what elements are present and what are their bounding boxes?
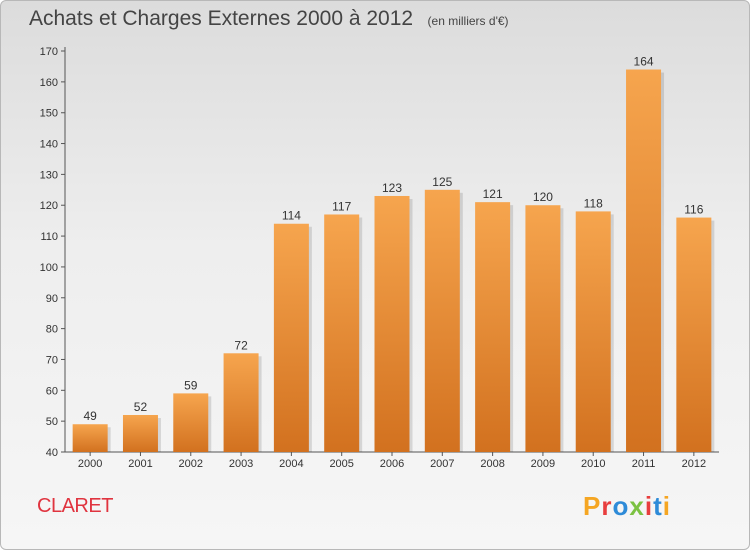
x-tick-label: 2003 <box>229 458 253 470</box>
y-tick-label: 80 <box>46 324 58 336</box>
brand-logo: Proxiti <box>583 491 671 522</box>
y-tick-label: 40 <box>46 447 58 459</box>
y-tick-label: 50 <box>46 416 58 428</box>
x-tick-label: 2008 <box>480 458 504 470</box>
x-tick-label: 2000 <box>78 458 102 470</box>
value-label: 123 <box>382 181 402 195</box>
value-label: 52 <box>134 400 148 414</box>
value-label: 59 <box>184 378 198 392</box>
bar-2007 <box>424 189 460 453</box>
bar-2012 <box>676 217 712 452</box>
value-label: 121 <box>483 187 503 201</box>
y-tick-label: 100 <box>40 262 58 274</box>
value-labels: 49 52 59 72 114 117 123 125 121 120 118 164 116 <box>83 55 703 424</box>
value-label: 49 <box>83 409 97 423</box>
title-row: Achats et Charges Externes 2000 à 2012 (… <box>29 7 509 31</box>
y-tick-label: 130 <box>40 169 58 181</box>
y-tick-label: 110 <box>40 231 58 243</box>
bar-2001 <box>122 414 158 452</box>
bar-2004 <box>273 223 309 452</box>
y-tick-label: 60 <box>46 385 58 397</box>
bar-2008 <box>475 202 511 452</box>
bar-2011 <box>626 69 662 452</box>
brand-letter: r <box>601 491 613 521</box>
y-tick-label: 150 <box>40 108 58 120</box>
y-tick-label: 70 <box>46 354 58 366</box>
bar-2009 <box>525 205 561 452</box>
y-tick-label: 160 <box>40 77 58 89</box>
bar-2005 <box>324 214 360 452</box>
bar-2003 <box>223 353 259 452</box>
chart-unit: (en milliers d'€) <box>427 14 509 28</box>
x-tick-label: 2012 <box>682 458 706 470</box>
bar-2006 <box>374 195 410 452</box>
brand-letter: i <box>644 491 654 521</box>
value-label: 125 <box>432 175 452 189</box>
value-label: 164 <box>634 55 654 69</box>
brand-letter: o <box>612 491 630 521</box>
bar-2000 <box>72 424 108 452</box>
value-label: 116 <box>684 203 703 217</box>
chart-title: Achats et Charges Externes 2000 à 2012 <box>29 7 414 30</box>
brand-letter: P <box>583 491 602 521</box>
x-tick-label: 2011 <box>632 458 656 470</box>
x-tick-label: 2006 <box>380 458 404 470</box>
y-tick-label: 120 <box>40 200 58 212</box>
x-tick-label: 2005 <box>329 458 353 470</box>
y-tick-label: 90 <box>46 293 58 305</box>
x-tick-label: 2009 <box>531 458 555 470</box>
value-label: 118 <box>584 196 603 210</box>
y-tick-label: 140 <box>40 139 58 151</box>
x-tick-label: 2010 <box>581 458 605 470</box>
x-tick-label: 2007 <box>430 458 454 470</box>
value-label: 72 <box>234 338 248 352</box>
x-tick-label: 2004 <box>279 458 303 470</box>
value-label: 120 <box>533 190 553 204</box>
x-tick-label: 2001 <box>128 458 152 470</box>
brand-letter: t <box>653 491 663 521</box>
bars <box>72 69 715 453</box>
brand-letter: i <box>662 491 671 521</box>
bar-2002 <box>173 393 209 452</box>
commune-name: CLARET <box>37 495 113 517</box>
value-label: 114 <box>282 209 301 223</box>
value-label: 117 <box>332 199 351 213</box>
bar-2010 <box>575 211 611 452</box>
y-tick-label: 170 <box>40 46 58 58</box>
brand-letter: x <box>629 491 645 521</box>
x-tick-label: 2002 <box>179 458 203 470</box>
